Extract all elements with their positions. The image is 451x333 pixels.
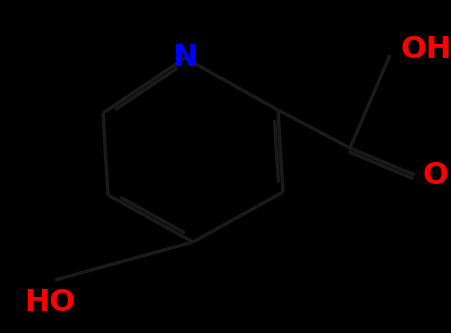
Text: N: N xyxy=(172,44,198,73)
Text: OH: OH xyxy=(400,36,451,65)
Text: HO: HO xyxy=(24,288,76,317)
Text: O: O xyxy=(423,161,449,189)
